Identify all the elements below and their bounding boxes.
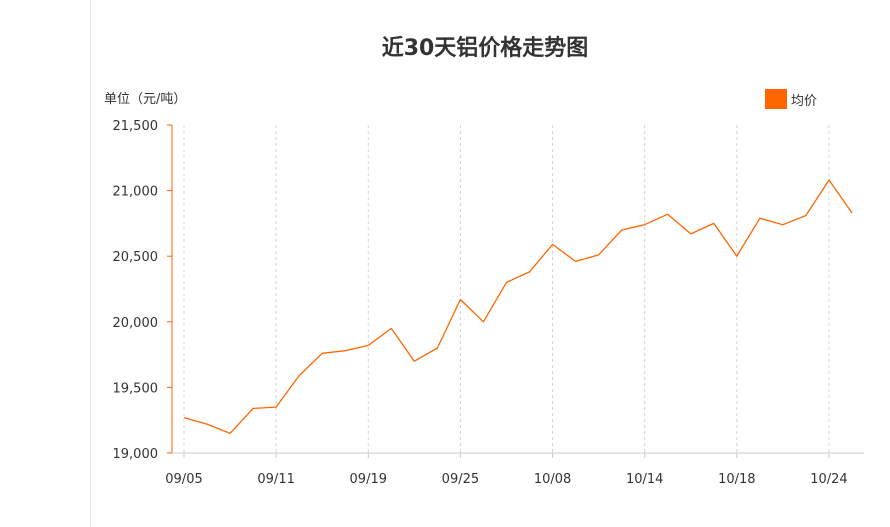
series-line-average-price [183,179,853,434]
data-point-25 [758,216,762,220]
data-point-20 [643,223,647,227]
data-point-8 [366,343,370,347]
x-tick-label-7: 10/24 [810,472,847,487]
data-point-7 [343,349,347,353]
x-tick-label-5: 10/14 [626,472,663,487]
data-point-4 [274,405,278,409]
legend-label-average-price: 均价 [791,93,818,109]
chart-title: 近30天铝价格走势图 [381,36,589,61]
y-tick-label-2: 20,000 [113,316,159,331]
data-point-3 [251,406,255,410]
chart-legend[interactable]: 均价 [765,89,817,109]
x-tick-label-1: 09/11 [257,472,294,487]
data-point-1 [205,422,209,426]
data-point-2 [228,431,232,435]
data-point-22 [689,232,693,236]
y-axis-unit-label: 单位（元/吨） [104,92,187,107]
data-point-15 [528,270,532,274]
page-left-border [90,0,91,527]
x-tick-label-0: 09/05 [165,472,202,487]
x-tick-label-3: 09/25 [442,472,479,487]
data-point-14 [504,280,508,284]
data-point-11 [435,346,439,350]
data-point-16 [551,242,555,246]
data-point-12 [458,297,462,301]
y-tick-label-0: 19,000 [113,447,159,462]
data-point-21 [666,212,670,216]
y-tick-label-4: 21,000 [113,185,159,200]
data-point-26 [781,223,785,227]
data-point-10 [412,359,416,363]
x-tick-label-6: 10/18 [718,472,755,487]
data-point-6 [320,351,324,355]
legend-swatch-average-price [765,89,787,109]
data-point-17 [574,259,578,263]
x-tick-label-4: 10/08 [534,472,571,487]
data-point-24 [735,254,739,258]
x-tick-label-2: 09/19 [350,472,387,487]
data-point-0 [182,416,186,420]
data-point-23 [712,221,716,225]
data-point-18 [597,253,601,257]
y-tick-label-1: 19,500 [113,381,159,396]
y-tick-label-3: 20,500 [113,250,159,265]
data-point-13 [481,320,485,324]
data-point-27 [804,214,808,218]
data-point-19 [620,228,624,232]
data-point-29 [850,211,854,215]
data-point-28 [827,178,831,182]
data-point-9 [389,326,393,330]
data-point-5 [297,374,301,378]
y-tick-label-5: 21,500 [113,119,159,134]
